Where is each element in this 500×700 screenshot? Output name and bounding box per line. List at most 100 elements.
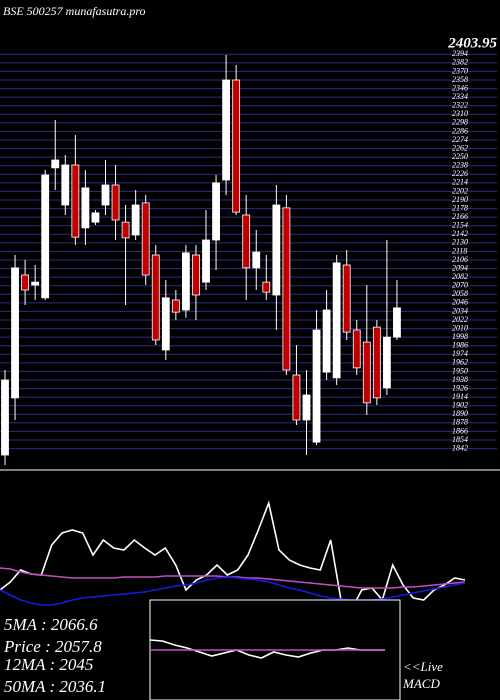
y-tick-label: 2382 (452, 58, 468, 67)
y-tick-label: 1974 (452, 349, 468, 358)
y-tick-label: 2250 (452, 152, 468, 161)
candle-body (11, 267, 19, 399)
ma-label: 5MA : 2066.6 (4, 615, 98, 634)
candle-body (372, 326, 381, 399)
chart-title: BSE 500257 munafasutra.pro (3, 4, 146, 18)
live-label: <<Live (403, 659, 443, 674)
y-tick-label: 2058 (452, 289, 468, 298)
y-tick-label: 1902 (452, 401, 468, 410)
candle-body (342, 264, 351, 333)
candle-body (393, 307, 401, 338)
y-tick-label: 1998 (452, 332, 468, 341)
y-tick-label: 2310 (452, 109, 468, 118)
y-tick-label: 2262 (452, 143, 468, 152)
candle-body (101, 184, 110, 206)
candle-body (111, 184, 120, 221)
ma-label: 50MA : 2036.1 (4, 677, 106, 696)
y-tick-label: 2118 (452, 246, 467, 255)
y-tick-label: 2010 (452, 323, 468, 332)
y-tick-label: 2202 (452, 186, 468, 195)
y-tick-label: 2190 (452, 195, 468, 204)
y-tick-label: 2370 (452, 66, 468, 75)
y-tick-label: 2322 (452, 101, 468, 110)
y-tick-label: 2022 (452, 315, 468, 324)
y-tick-label: 1914 (452, 392, 468, 401)
y-tick-label: 2130 (452, 238, 468, 247)
candle-body (252, 251, 261, 269)
y-tick-label: 1938 (452, 375, 468, 384)
y-tick-label: 2238 (452, 161, 468, 170)
candle-body (282, 207, 291, 371)
y-tick-label: 2298 (452, 118, 468, 127)
candle-body (171, 299, 180, 313)
y-tick-label: 2094 (452, 263, 468, 272)
y-tick-label: 2358 (452, 75, 468, 84)
y-tick-label: 2106 (452, 255, 468, 264)
y-tick-label: 2046 (452, 298, 468, 307)
candle-body (61, 164, 70, 206)
y-tick-label: 2394 (452, 49, 468, 58)
y-tick-label: 2346 (452, 83, 468, 92)
indicator-line (0, 500, 466, 612)
y-tick-label: 2214 (452, 178, 468, 187)
y-tick-label: 2274 (452, 135, 468, 144)
candle-body (322, 309, 331, 373)
y-tick-label: 1878 (452, 418, 468, 427)
y-tick-label: 1866 (452, 426, 468, 435)
ma-label: Price : 2057.8 (3, 637, 102, 656)
candle-body (51, 159, 60, 169)
candle-body (262, 281, 271, 293)
indicator-line (0, 576, 466, 606)
y-tick-label: 1842 (452, 443, 468, 452)
y-tick-label: 2286 (452, 126, 468, 135)
y-tick-label: 2178 (452, 203, 468, 212)
candle-body (21, 274, 30, 291)
y-tick-label: 2070 (452, 281, 468, 290)
y-tick-label: 2334 (452, 92, 468, 101)
candle-body (232, 79, 241, 213)
candle-body (302, 394, 311, 421)
candle-body (71, 164, 80, 238)
candle-body (292, 374, 301, 421)
candle-body (91, 212, 100, 223)
y-tick-label: 2154 (452, 221, 468, 230)
y-tick-label: 2142 (452, 229, 468, 238)
y-tick-label: 1962 (452, 358, 468, 367)
candle-body (121, 221, 130, 239)
candle-body (161, 297, 170, 351)
last-price-label: 2403.95 (447, 35, 497, 51)
candle-body (181, 252, 190, 311)
y-tick-label: 2166 (452, 212, 468, 221)
candle-body (41, 174, 50, 299)
candle-body (192, 254, 200, 296)
y-tick-label: 1926 (452, 383, 468, 392)
y-tick-label: 1950 (452, 366, 468, 375)
y-tick-label: 1986 (452, 341, 468, 350)
candle-body (1, 379, 9, 456)
candle-body (31, 281, 40, 286)
y-tick-label: 2082 (452, 272, 468, 281)
candle-body (272, 204, 281, 296)
y-tick-label: 2226 (452, 169, 468, 178)
y-tick-label: 2034 (452, 306, 468, 315)
candle-body (202, 239, 210, 283)
candle-body (332, 262, 341, 379)
candle-body (352, 329, 361, 369)
candle-body (131, 204, 140, 236)
y-tick-label: 1890 (452, 409, 468, 418)
candle-body (212, 182, 220, 241)
indicator-line (149, 639, 385, 659)
candle-body (151, 254, 160, 341)
candle-body (81, 187, 90, 229)
candle-body (141, 202, 150, 276)
macd-label: MACD (402, 676, 440, 691)
ma-label: 12MA : 2045 (4, 655, 93, 674)
candle-body (382, 336, 391, 389)
candle-body (222, 79, 231, 181)
candle-body (312, 329, 321, 443)
candle-body (242, 214, 251, 269)
candle-body (362, 341, 371, 404)
y-tick-label: 1854 (452, 435, 468, 444)
